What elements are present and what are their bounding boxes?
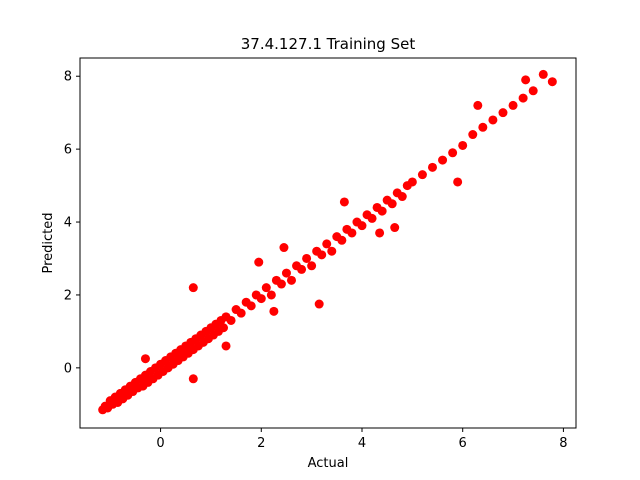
data-point (528, 86, 538, 96)
data-point (427, 162, 437, 172)
y-tick-label: 2 (64, 288, 72, 303)
x-tick-label: 2 (257, 436, 265, 451)
y-axis-ticks: 0 2 4 6 8 (64, 70, 80, 376)
data-point (188, 283, 198, 293)
data-point (377, 206, 387, 216)
data-point (387, 199, 397, 209)
data-point (458, 140, 468, 150)
data-point (518, 93, 528, 103)
data-point (337, 235, 347, 245)
y-tick-label: 4 (64, 216, 72, 231)
data-point (236, 308, 246, 318)
data-point (188, 374, 198, 384)
y-tick-label: 8 (64, 70, 72, 85)
data-point (221, 341, 231, 351)
data-point (279, 243, 289, 253)
y-axis-label: Predicted (41, 212, 56, 273)
data-point (478, 122, 488, 132)
data-point (254, 257, 264, 267)
data-point (508, 100, 518, 110)
x-axis-label: Actual (308, 456, 349, 471)
data-point (488, 115, 498, 125)
plot-frame (79, 57, 577, 429)
data-point (498, 108, 508, 118)
data-point (357, 221, 367, 231)
data-point (468, 130, 478, 140)
data-point (219, 323, 229, 333)
data-point (140, 354, 150, 364)
data-point (417, 170, 427, 180)
data-point (226, 315, 236, 325)
data-point (438, 155, 448, 165)
data-point (390, 223, 400, 233)
data-point (327, 246, 337, 256)
data-point (448, 148, 458, 158)
data-point (246, 301, 256, 311)
data-points (98, 69, 557, 415)
data-point (547, 77, 557, 87)
y-tick-label: 0 (64, 361, 72, 376)
x-tick-label: 0 (156, 436, 164, 451)
x-tick-label: 6 (459, 436, 467, 451)
data-point (538, 69, 548, 79)
data-point (302, 253, 312, 263)
data-point (269, 306, 279, 316)
data-point (347, 228, 357, 238)
data-point (407, 177, 417, 187)
x-tick-label: 4 (358, 436, 366, 451)
data-point (276, 279, 286, 289)
x-tick-label: 8 (559, 436, 567, 451)
data-point (266, 290, 276, 300)
data-point (256, 294, 266, 304)
y-tick-label: 6 (64, 143, 72, 158)
data-point (307, 261, 317, 271)
data-point (367, 213, 377, 223)
data-point (375, 228, 385, 238)
data-point (322, 239, 332, 249)
data-point (261, 283, 271, 293)
data-point (286, 275, 296, 285)
data-point (397, 192, 407, 202)
data-point (297, 264, 307, 274)
data-point (339, 197, 349, 207)
data-point (473, 100, 483, 110)
data-point (453, 177, 463, 187)
data-point (317, 250, 327, 260)
data-point (521, 75, 531, 85)
x-axis-ticks: 0 2 4 6 8 (156, 428, 568, 451)
data-point (314, 299, 324, 309)
chart-title: 37.4.127.1 Training Set (241, 35, 416, 53)
data-point (281, 268, 291, 278)
